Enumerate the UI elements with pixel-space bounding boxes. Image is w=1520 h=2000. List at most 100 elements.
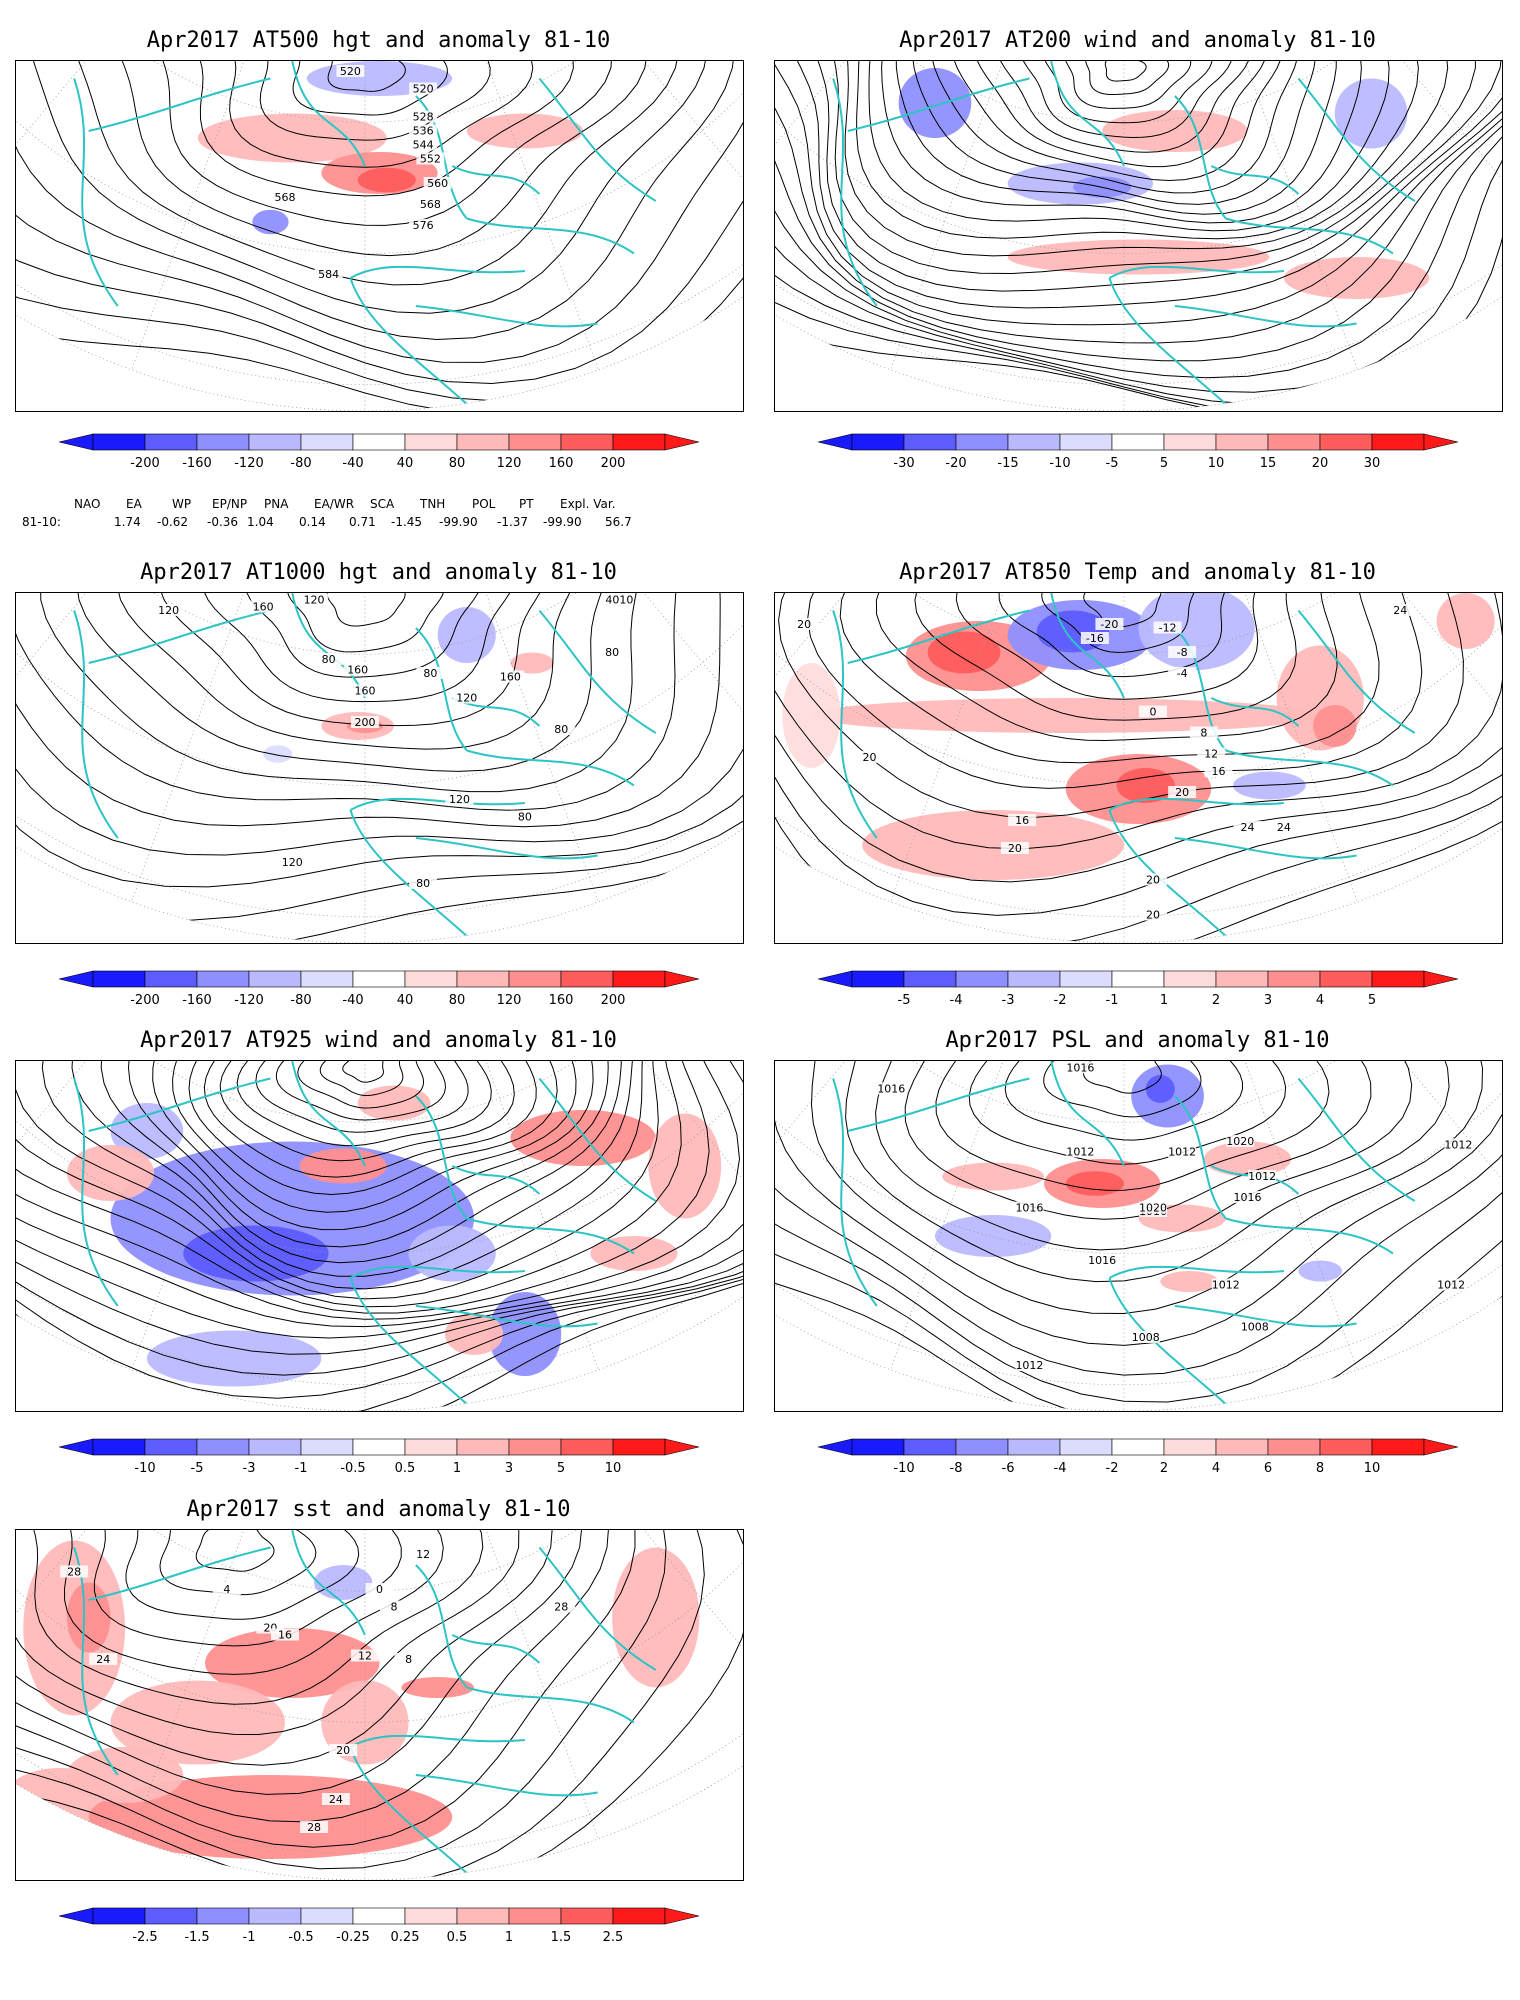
colorbar-swatch xyxy=(1007,433,1061,451)
contour-line xyxy=(775,1061,1502,1376)
colorbar-tick-label: 1.5 xyxy=(551,1930,572,1945)
colorbar-tick-label: -3 xyxy=(243,1461,256,1476)
coastline xyxy=(1297,77,1416,202)
contour-line xyxy=(844,61,1449,257)
colorbar-tick-label: 1 xyxy=(505,1930,513,1945)
contour-label: 8 xyxy=(391,1601,398,1614)
contour-label: 1012 xyxy=(1437,1279,1465,1292)
colorbar-swatch xyxy=(560,433,614,451)
colorbar-arrow-left xyxy=(817,970,853,988)
contour-line xyxy=(116,593,582,750)
colorbar-tick-label: 2.5 xyxy=(603,1930,624,1945)
colorbar-tick-label: 0.5 xyxy=(395,1461,416,1476)
colorbar-tick-label: -5 xyxy=(898,993,911,1008)
colorbar-arrow-left xyxy=(58,433,94,451)
colorbar-tick-label: -30 xyxy=(893,456,914,471)
colorbar-swatch xyxy=(92,1438,146,1456)
colorbar-swatch xyxy=(1163,1438,1217,1456)
colorbar-tick-label: -0.5 xyxy=(340,1461,365,1476)
map-canvas-psl: 1016 1016 1012 1012 1020 1012 1016 1016 1016 1020… xyxy=(775,1061,1502,1411)
coastline xyxy=(1108,277,1227,405)
contour-label: 12 xyxy=(416,1548,430,1561)
colorbar-tick-label: 6 xyxy=(1264,1461,1272,1476)
colorbar-tick-label: 80 xyxy=(449,456,466,471)
coastline xyxy=(466,749,635,787)
colorbar-arrow-right xyxy=(1423,970,1459,988)
colorbar-arrow-right xyxy=(1423,1438,1459,1456)
colorbar-tick-label: -40 xyxy=(342,456,363,471)
contour-line xyxy=(875,593,1338,742)
contour-line xyxy=(286,593,446,653)
contour-line xyxy=(244,593,483,678)
contour-line xyxy=(189,61,574,197)
colorbar-tick-label: -200 xyxy=(130,456,160,471)
colorbar-swatch xyxy=(352,970,406,988)
contour-line xyxy=(16,61,743,411)
colorbar-tick-label: 120 xyxy=(497,993,522,1008)
anomaly-shading xyxy=(510,1110,656,1166)
colorbar-swatch xyxy=(508,1907,562,1925)
contour-label: -16 xyxy=(1086,632,1104,645)
contour-line xyxy=(172,1061,577,1213)
colorbar-swatch xyxy=(955,433,1009,451)
colorbar-swatch xyxy=(560,1907,614,1925)
contour-line xyxy=(105,61,648,257)
colorbar-arrow-left xyxy=(58,970,94,988)
contour-line xyxy=(16,593,743,856)
colorbar-tick-label: 3 xyxy=(505,1461,513,1476)
colorbar-tick-label: 10 xyxy=(1208,456,1225,471)
anomaly-shading xyxy=(466,113,584,149)
anomaly-shading xyxy=(183,1225,329,1282)
anomaly-shading xyxy=(401,1677,475,1698)
contour-label: 1012 xyxy=(1212,1279,1240,1292)
colorbar-tick-label: 2 xyxy=(1212,993,1220,1008)
coastline xyxy=(415,627,468,752)
colorbar-swatch xyxy=(1319,1438,1373,1456)
colorbar-swatch xyxy=(1267,1438,1321,1456)
contour-line xyxy=(881,61,1362,224)
colorbar-arrow-right xyxy=(664,1907,700,1925)
colorbar-arrow-right xyxy=(664,970,700,988)
anomaly-shading xyxy=(1298,1260,1343,1282)
contour-line xyxy=(16,1530,553,1766)
anomaly-shading xyxy=(927,631,1001,674)
contour-line xyxy=(775,593,1502,850)
coastline xyxy=(1297,609,1416,734)
colorbar-tick-label: 160 xyxy=(549,993,574,1008)
contour-line xyxy=(775,61,1502,309)
colorbar-swatch xyxy=(508,433,562,451)
colorbar-swatch xyxy=(1371,1438,1425,1456)
anomaly-shading xyxy=(782,663,841,768)
contour-line xyxy=(16,593,678,811)
anomaly-shading xyxy=(1138,593,1255,670)
contour-line xyxy=(16,61,743,363)
contour-label: 120 xyxy=(282,856,303,869)
anomaly-shading xyxy=(612,1547,700,1688)
coastline xyxy=(451,165,541,195)
contour-line xyxy=(775,593,1502,943)
teleconnection-value: 0.71 xyxy=(349,515,376,529)
coastline xyxy=(1297,1077,1416,1202)
coastline xyxy=(415,1095,468,1220)
coastline xyxy=(349,1746,468,1874)
coastline xyxy=(415,305,598,328)
contour-line xyxy=(16,1530,583,1795)
colorbar-swatch xyxy=(1111,970,1165,988)
coastline xyxy=(291,1530,366,1636)
coastline xyxy=(1108,797,1284,811)
colorbar-sst: -2.5 -1.5 -1 -0.5 -0.25 0.25 0.5 1 1.5 2.5 xyxy=(58,1907,700,1948)
teleconnection-value: 1.04 xyxy=(247,515,274,529)
anomaly-shading xyxy=(488,1292,562,1376)
contour-label: 20 xyxy=(1146,874,1160,887)
coastline xyxy=(291,1061,366,1167)
colorbar-arrow-left xyxy=(58,1438,94,1456)
colorbar-swatch xyxy=(404,1438,458,1456)
contour-line xyxy=(775,61,1502,326)
contour-label: 80 xyxy=(518,811,532,824)
anomaly-shading xyxy=(811,698,1321,733)
colorbar-tick-label: 5 xyxy=(557,1461,565,1476)
coastline xyxy=(1210,697,1300,727)
contour-line xyxy=(16,1061,743,1355)
coastline xyxy=(1174,95,1227,220)
map-at500: 520 520 528 536 544 552 560 568 568 576 584 xyxy=(15,60,744,412)
